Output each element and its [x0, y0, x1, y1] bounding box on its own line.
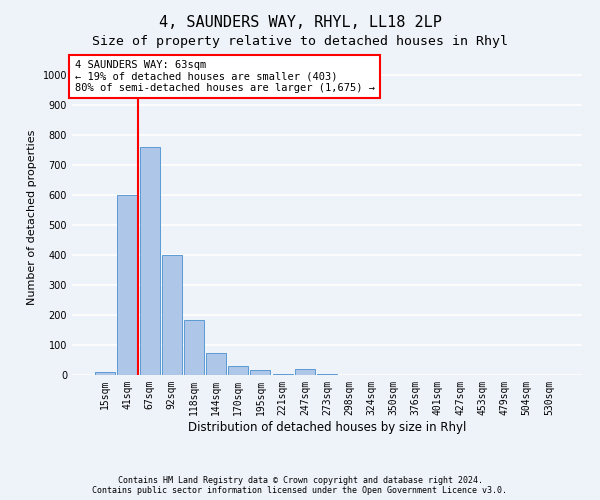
- Bar: [206, 352, 226, 375]
- Bar: [95, 372, 115, 375]
- Text: 4 SAUNDERS WAY: 63sqm
← 19% of detached houses are smaller (403)
80% of semi-det: 4 SAUNDERS WAY: 63sqm ← 19% of detached …: [74, 60, 374, 93]
- X-axis label: Distribution of detached houses by size in Rhyl: Distribution of detached houses by size …: [188, 420, 466, 434]
- Bar: [228, 366, 248, 375]
- Bar: [272, 374, 293, 375]
- Bar: [162, 255, 182, 375]
- Text: 4, SAUNDERS WAY, RHYL, LL18 2LP: 4, SAUNDERS WAY, RHYL, LL18 2LP: [158, 15, 442, 30]
- Bar: [295, 369, 315, 375]
- Bar: [140, 147, 160, 375]
- Text: Contains HM Land Registry data © Crown copyright and database right 2024.
Contai: Contains HM Land Registry data © Crown c…: [92, 476, 508, 495]
- Bar: [184, 320, 204, 375]
- Text: Size of property relative to detached houses in Rhyl: Size of property relative to detached ho…: [92, 35, 508, 48]
- Bar: [317, 374, 337, 375]
- Bar: [250, 370, 271, 375]
- Bar: [118, 195, 137, 375]
- Y-axis label: Number of detached properties: Number of detached properties: [27, 130, 37, 305]
